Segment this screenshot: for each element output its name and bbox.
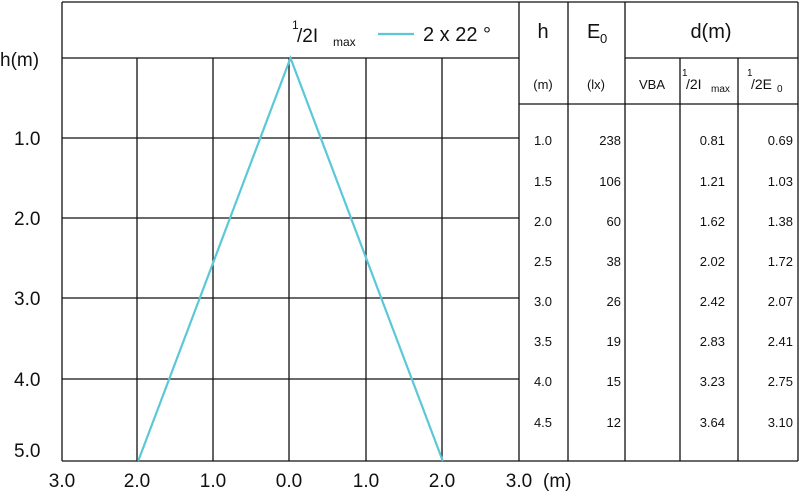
cell-d-imax: 0.81: [700, 133, 725, 148]
cell-d-e0: 0.69: [768, 133, 793, 148]
legend-label-main: /2I: [297, 26, 318, 47]
header-e0-sub: 0: [600, 31, 607, 46]
cell-e0: 26: [607, 294, 621, 309]
cell-e0: 19: [607, 334, 621, 349]
chart-grid: [61, 1, 519, 462]
cell-d-imax: 1.62: [700, 214, 725, 229]
cell-d-imax: 3.23: [700, 374, 725, 389]
table-row: 2.5 38 2.02 1.72: [534, 254, 793, 269]
header-half-imax-main: /2I: [686, 76, 702, 92]
x-tick-label: 2.0: [429, 471, 455, 492]
cell-d-imax: 2.83: [700, 334, 725, 349]
cell-e0: 60: [607, 214, 621, 229]
cell-d-e0: 2.07: [768, 294, 793, 309]
cell-d-imax: 1.21: [700, 174, 725, 189]
y-tick-label: 2.0: [14, 209, 40, 230]
x-tick-label: 3.0: [49, 471, 75, 492]
legend: 1 /2I max 2 x 22 °: [292, 18, 491, 49]
cell-h: 1.0: [534, 133, 552, 148]
legend-label-sup: 1: [292, 18, 299, 32]
unit-h: (m): [533, 77, 553, 92]
cell-d-e0: 1.38: [768, 214, 793, 229]
table-row: 3.5 19 2.83 2.41: [534, 334, 793, 349]
table-body: 1.0 238 0.81 0.69 1.5 106 1.21 1.03 2.0 …: [534, 133, 793, 430]
cell-d-imax: 3.64: [700, 415, 725, 430]
cell-d-e0: 3.10: [768, 415, 793, 430]
cell-e0: 238: [599, 133, 621, 148]
cell-e0: 12: [607, 415, 621, 430]
y-tick-label: 3.0: [14, 289, 40, 310]
table-row: 4.0 15 3.23 2.75: [534, 374, 793, 389]
legend-label-sub: max: [333, 35, 356, 49]
y-tick-label: 5.0: [14, 441, 40, 462]
legend-value: 2 x 22 °: [423, 24, 491, 46]
header-d: d(m): [690, 21, 731, 43]
header-half-e0-main: /2E: [751, 76, 772, 92]
x-tick-label: 3.0: [506, 471, 532, 492]
series-group: [137, 54, 444, 462]
table-row: 2.0 60 1.62 1.38: [534, 214, 793, 229]
table-row: 4.5 12 3.64 3.10: [534, 415, 793, 430]
table-row: 1.5 106 1.21 1.03: [534, 174, 793, 189]
cell-e0: 106: [599, 174, 621, 189]
header-half-e0-sub: 0: [777, 84, 783, 95]
cell-h: 3.0: [534, 294, 552, 309]
x-tick-label: 1.0: [353, 471, 379, 492]
cell-d-e0: 2.75: [768, 374, 793, 389]
y-tick-label: 4.0: [14, 370, 40, 391]
cell-d-e0: 1.72: [768, 254, 793, 269]
cell-d-e0: 2.41: [768, 334, 793, 349]
x-axis-unit: (m): [543, 471, 571, 492]
cell-d-imax: 2.42: [700, 294, 725, 309]
table-row: 3.0 26 2.42 2.07: [534, 294, 793, 309]
cell-d-e0: 1.03: [768, 174, 793, 189]
header-half-e0-sup: 1: [747, 68, 753, 79]
cell-h: 1.5: [534, 174, 552, 189]
header-vba: VBA: [639, 77, 665, 92]
beam-cone-line: [137, 54, 444, 462]
x-tick-label: 2.0: [124, 471, 150, 492]
cell-h: 2.0: [534, 214, 552, 229]
header-half-imax-sub: max: [711, 84, 730, 95]
header-e0: E: [587, 21, 600, 43]
cell-h: 4.0: [534, 374, 552, 389]
header-half-imax-sup: 1: [682, 68, 688, 79]
unit-e0: (lx): [587, 77, 605, 92]
cell-h: 2.5: [534, 254, 552, 269]
x-tick-label: 0.0: [276, 471, 302, 492]
y-axis-label: h(m): [0, 50, 39, 71]
cell-h: 3.5: [534, 334, 552, 349]
cell-e0: 15: [607, 374, 621, 389]
cell-d-imax: 2.02: [700, 254, 725, 269]
y-tick-label: 1.0: [14, 129, 40, 150]
x-tick-label: 1.0: [200, 471, 226, 492]
header-h: h: [537, 21, 548, 43]
table-lines: [518, 1, 799, 462]
cell-h: 4.5: [534, 415, 552, 430]
cell-e0: 38: [607, 254, 621, 269]
table-row: 1.0 238 0.81 0.69: [534, 133, 793, 148]
